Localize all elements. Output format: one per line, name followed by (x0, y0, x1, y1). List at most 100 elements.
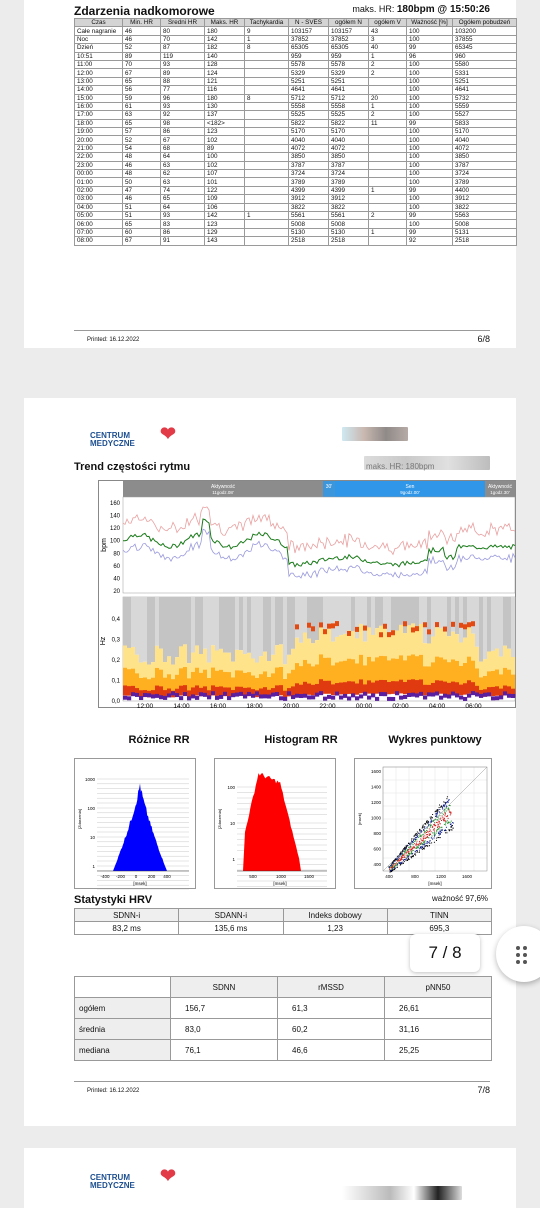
table-cell: 4072 (328, 143, 369, 154)
table-cell: 3 (368, 34, 407, 45)
table-cell: 02:00 (74, 185, 123, 196)
x-tick: 1600 (462, 874, 473, 879)
table-cell: 4641 (328, 85, 369, 95)
table-cell: 07:00 (74, 227, 123, 238)
activity-segment (335, 481, 485, 497)
table-cell: 3724 (288, 169, 329, 179)
table-cell (244, 118, 289, 129)
table-cell: 46 (122, 26, 161, 36)
table-cell: 2518 (328, 236, 369, 246)
table-cell: 100 (406, 177, 453, 187)
table-cell: 100 (406, 93, 453, 103)
menu-button[interactable] (496, 926, 540, 982)
table-cell: 37855 (452, 34, 517, 45)
hr-mean-line (122, 518, 516, 568)
table-cell: 14:00 (74, 85, 123, 95)
hrv-value-cell: 83,2 ms (73, 921, 180, 935)
table-cell: 100 (406, 219, 453, 229)
table-cell (244, 127, 289, 137)
stats-header-cell: SDNN (170, 976, 278, 998)
table-cell: 8 (244, 93, 289, 103)
table-cell: 65305 (288, 43, 329, 53)
table-cell: 143 (204, 236, 245, 246)
table-cell: 1 (368, 51, 407, 61)
activity-label: Sen (406, 484, 415, 490)
table-cell: 93 (160, 59, 205, 70)
bpm-tick: 140 (110, 514, 121, 520)
time-tick: 06:00 (465, 703, 482, 709)
table-cell: 4072 (288, 143, 329, 154)
table-cell: 3822 (288, 202, 329, 213)
validity: ważność 97,6% (431, 894, 488, 903)
table-cell (368, 160, 407, 171)
table-cell: 109 (204, 194, 245, 204)
table-row: 21:00 54 68 89 4072 4072 100 4072 (74, 143, 517, 154)
table-cell (368, 143, 407, 154)
table-cell: 5130 (328, 227, 369, 238)
activity-duration: 11godz.08' (212, 490, 234, 495)
bpm-tick: 160 (110, 501, 121, 507)
table-cell: 2518 (288, 236, 329, 246)
table-cell: 102 (204, 135, 245, 145)
table-cell: 122 (204, 185, 245, 196)
hrv-value-cell: 695,3 (386, 921, 493, 935)
stats-cell: 83,0 (170, 1018, 278, 1040)
page-number: 6/8 (477, 334, 490, 344)
time-tick: 22:00 (319, 703, 336, 709)
table-cell: 51 (122, 202, 161, 213)
blurred-header-2: maks. HR: 180bpm (364, 456, 490, 471)
time-tick: 18:00 (246, 703, 263, 709)
table-cell: 3850 (328, 152, 369, 162)
time-axis: 12:00 14:00 16:00 18:00 20:00 22:00 00:00 02:00… (137, 703, 482, 710)
table-cell (244, 202, 289, 213)
time-tick: 12:00 (137, 703, 154, 709)
table-cell (244, 76, 289, 87)
table-cell: 83 (160, 219, 205, 229)
table-cell: 5578 (288, 59, 329, 70)
hrv-header: Statystyki HRV ważność 97,6% (74, 894, 492, 906)
table-row: 22:00 48 64 100 3850 3850 100 3850 (74, 152, 517, 162)
table-cell: 99 (406, 210, 453, 221)
table-cell: 960 (452, 51, 517, 61)
y-tick: 1400 (371, 785, 382, 790)
table-cell: 116 (204, 85, 245, 95)
table-cell: 123 (204, 127, 245, 137)
stats-cell: 60,2 (277, 1018, 385, 1040)
table-cell: 959 (288, 51, 329, 61)
logo-line-1: CENTRUM (90, 431, 130, 440)
y-tick: 800 (373, 831, 381, 836)
column-header: Tachykardia (244, 17, 289, 28)
page-indicator[interactable]: 7 / 8 (410, 934, 480, 972)
table-cell: 106 (204, 202, 245, 213)
table-cell: 103157 (288, 26, 329, 36)
table-cell: 20:00 (74, 135, 123, 145)
table-cell: 19:00 (74, 127, 123, 137)
table-cell (368, 236, 407, 246)
blurred-header (342, 1186, 462, 1200)
table-cell: 4399 (328, 185, 369, 196)
table-cell: 11:00 (74, 59, 123, 70)
table-cell: 1 (244, 210, 289, 221)
table-cell (244, 219, 289, 229)
table-cell: 5561 (288, 210, 329, 221)
table-cell: 100 (204, 152, 245, 162)
table-cell: 5329 (328, 68, 369, 78)
time-tick: 16:00 (210, 703, 227, 709)
table-cell: 2 (368, 110, 407, 120)
table-cell: 96 (406, 51, 453, 61)
table-cell: 2 (368, 68, 407, 78)
table-row: 13:00 65 88 121 5251 5251 100 5251 (74, 76, 517, 87)
table-cell: 65 (160, 194, 205, 204)
table-cell (244, 143, 289, 154)
table-cell: 3789 (452, 177, 517, 187)
logo-line-2: MEDYCZNE (90, 1181, 135, 1190)
table-cell: 93 (160, 101, 205, 112)
hz-tick: 0,1 (112, 679, 121, 685)
table-cell: 46 (122, 194, 161, 204)
table-row: 16:00 61 93 130 5558 5558 1 100 5559 (74, 101, 517, 112)
table-cell: 93 (160, 210, 205, 221)
table-cell: 18:00 (74, 118, 123, 129)
table-cell: 2 (368, 59, 407, 70)
table-cell: 100 (406, 68, 453, 78)
blurred-header-text: maks. HR: 180bpm (366, 462, 435, 471)
